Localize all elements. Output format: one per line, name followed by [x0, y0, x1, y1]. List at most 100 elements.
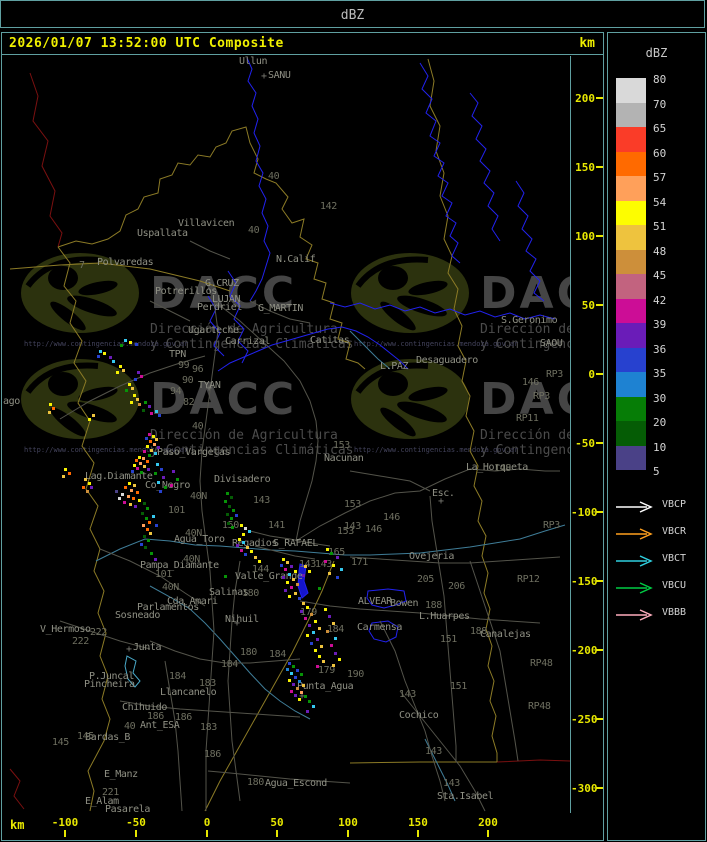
radar-echo	[232, 509, 235, 512]
radar-echo	[133, 484, 136, 487]
radar-echo	[62, 475, 65, 478]
road-label: 171	[351, 557, 368, 568]
radar-echo	[340, 568, 343, 571]
radar-echo	[124, 339, 127, 342]
place-label: Agua_Toro	[174, 534, 225, 545]
radar-echo	[140, 375, 143, 378]
road-label: 184	[327, 624, 344, 635]
road-label: RP48	[530, 658, 553, 669]
legend-row: VBCR	[614, 525, 704, 540]
radar-echo	[244, 553, 247, 556]
road-label: RP3	[533, 391, 550, 402]
radar-echo	[306, 710, 309, 713]
road-label: 184	[269, 649, 286, 660]
colorbar-swatch	[616, 249, 646, 274]
radar-echo	[129, 341, 132, 344]
y-tick-label: -100	[571, 506, 598, 519]
radar-echo	[143, 535, 146, 538]
legend-row: VBCU	[614, 579, 704, 594]
radar-echo	[150, 552, 153, 555]
radar-echo	[147, 468, 150, 471]
place-label: Perdriel	[197, 302, 242, 313]
legend-arrow-icon	[616, 555, 653, 567]
place-label: Nihuil	[225, 614, 259, 625]
radar-echo	[136, 491, 139, 494]
place-label: Ugarteche	[188, 325, 239, 336]
road-label: 94	[170, 386, 182, 397]
radar-echo	[148, 454, 151, 457]
road-label: 101	[155, 569, 172, 580]
colorbar-value: 45	[653, 269, 667, 282]
colorbar-value: 60	[653, 146, 667, 160]
radar-echo	[131, 387, 134, 390]
radar-echo	[294, 694, 297, 697]
radar-echo	[224, 500, 227, 503]
radar-echo	[286, 668, 289, 671]
place-label: Polvaredas	[97, 257, 154, 268]
radar-echo	[296, 669, 299, 672]
radar-echo	[304, 695, 307, 698]
road-label: 145	[77, 731, 94, 742]
place-marker: +	[261, 71, 267, 82]
radar-echo	[292, 578, 295, 581]
place-marker: +	[299, 691, 305, 702]
radar-echo	[302, 602, 305, 605]
radar-echo	[227, 522, 230, 525]
road-label: 183	[200, 722, 217, 733]
y-tick-mark	[596, 649, 603, 651]
colorbar-value: 36	[653, 342, 667, 356]
place-label: P.Juncal	[89, 671, 134, 682]
place-label: Divisadero	[214, 474, 271, 485]
radar-echo	[145, 517, 148, 520]
radar-echo	[160, 468, 163, 471]
y-tick-mark	[596, 511, 603, 513]
radar-echo	[136, 467, 139, 470]
y-tick-label: -300	[571, 782, 598, 795]
road-label: 144	[252, 564, 269, 575]
place-label: Bowen	[390, 598, 419, 609]
radar-echo	[138, 499, 141, 502]
place-marker: +	[234, 618, 240, 629]
road-label: 143	[299, 559, 316, 570]
radar-echo	[332, 622, 335, 625]
radar-echo	[142, 524, 145, 527]
place-label: Ullun	[239, 56, 268, 67]
radar-echo	[312, 631, 315, 634]
place-label: Esc.	[432, 488, 455, 499]
road-label: 141	[268, 520, 285, 531]
radar-echo	[310, 642, 313, 645]
road-label: 180	[242, 588, 259, 599]
watermark-line2: y Contingencias Climáticas	[150, 443, 354, 458]
colorbar-value: 10	[653, 440, 667, 454]
colorbar-swatch	[616, 445, 646, 470]
place-label: Potrerillos	[155, 286, 217, 297]
legend-arrow-icon	[616, 501, 653, 513]
y-axis: 200 150 100 50 0 -50 -100 -150 -200 -250 -300	[571, 56, 604, 812]
radar-echo	[88, 418, 91, 421]
radar-echo	[84, 478, 87, 481]
colorbar-value: 54	[653, 195, 667, 209]
colorbar-swatch	[616, 274, 646, 299]
road-label: 90	[182, 375, 194, 386]
radar-echo	[86, 490, 89, 493]
radar-echo	[286, 561, 289, 564]
colorbar-swatch	[616, 323, 646, 348]
radar-echo	[122, 369, 125, 372]
radar-echo	[123, 501, 126, 504]
place-label: Parlamentos	[137, 602, 199, 613]
y-tick-label: 200	[575, 92, 595, 105]
radar-echo	[119, 365, 122, 368]
radar-echo	[298, 597, 301, 600]
colorbar-value: 48	[653, 244, 667, 258]
road-label: 222	[90, 627, 107, 638]
dacc-eye-logo-icon	[21, 359, 139, 439]
radar-echo	[296, 583, 299, 586]
radar-echo	[338, 658, 341, 661]
radar-echo	[155, 524, 158, 527]
place-label: L.PAZ	[380, 361, 409, 372]
road-label: 40N	[190, 491, 207, 502]
radar-echo	[131, 470, 134, 473]
place-label: Sta.Isabel	[437, 791, 494, 802]
radar-echo	[312, 705, 315, 708]
radar-echo	[142, 409, 145, 412]
